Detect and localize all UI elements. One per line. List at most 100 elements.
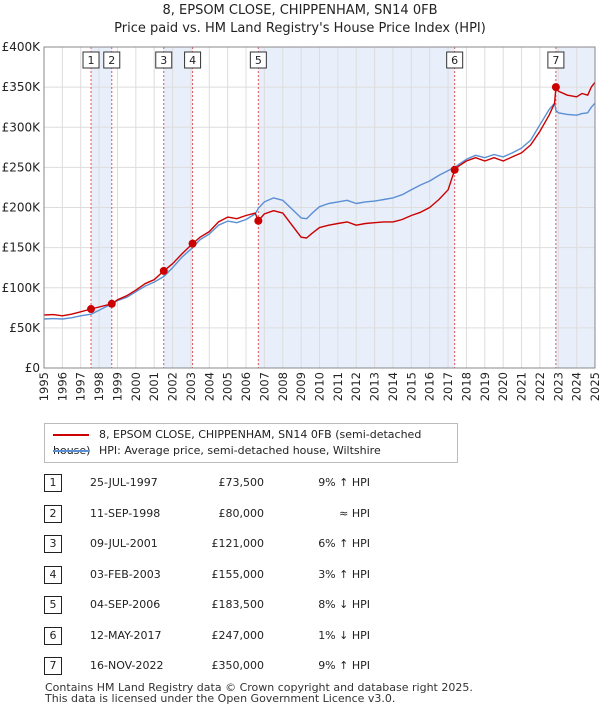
sale-label: 3 [160,54,167,67]
x-tick-label: 2025 [588,372,600,401]
table-row: 6 12-MAY-2017 £247,000 1% ↓ HPI [44,623,464,654]
transaction-number: 3 [44,535,62,553]
transaction-price: £247,000 [211,628,265,642]
transaction-date: 12-MAY-2017 [90,628,162,642]
transaction-number: 7 [44,657,62,675]
chart-legend: 8, EPSOM CLOSE, CHIPPENHAM, SN14 0FB (se… [44,423,458,463]
sale-marker [159,266,168,275]
x-tick-label: 2005 [221,372,235,401]
sale-label-box [249,51,267,69]
y-tick-label: £50K [9,321,41,335]
transaction-hpi: 6% ↑ HPI [318,537,370,550]
transaction-price: £80,000 [218,506,265,520]
transaction-number: 5 [44,596,62,614]
transaction-date: 16-NOV-2022 [90,659,164,672]
x-tick-label: 2020 [496,372,510,401]
footer-line-1: Contains HM Land Registry data © Crown c… [45,681,473,694]
sale-label-box [184,51,202,69]
table-row: 5 04-SEP-2006 £183,500 8% ↓ HPI [44,592,464,623]
transaction-price: £121,000 [211,537,265,550]
sale-marker [107,299,116,308]
transaction-hpi: 9% ↑ HPI [318,476,370,489]
x-tick-label: 2011 [331,372,345,401]
x-tick-label: 2019 [478,372,492,401]
transaction-date: 09-JUL-2001 [90,537,158,550]
sale-label: 5 [255,54,262,67]
x-tick-label: 1996 [55,372,69,401]
sale-label-box [103,51,121,69]
x-tick-label: 1997 [74,372,88,401]
y-tick-label: £350K [2,80,42,94]
legend-item-price-paid: 8, EPSOM CLOSE, CHIPPENHAM, SN14 0FB (se… [53,427,457,457]
x-tick-label: 2000 [129,372,143,401]
y-tick-label: £150K [2,241,42,255]
sale-label: 4 [189,54,196,67]
x-tick-label: 1999 [110,372,124,401]
transaction-hpi: 8% ↓ HPI [318,598,370,611]
transaction-hpi: 9% ↑ HPI [318,659,370,672]
transaction-date: 11-SEP-1998 [90,506,161,520]
transaction-price: £155,000 [211,567,265,581]
legend-swatch-red [53,434,89,436]
x-tick-label: 1998 [92,372,106,401]
hpi-line [43,102,596,320]
table-row: 7 16-NOV-2022 £350,000 9% ↑ HPI [44,653,464,684]
x-tick-label: 2016 [423,372,437,401]
footer-line-2: This data is licensed under the Open Gov… [45,692,396,705]
sale-label: 7 [552,54,559,67]
y-tick-label: £300K [2,120,42,134]
x-tick-label: 2024 [570,372,584,401]
x-tick-label: 2003 [184,372,198,401]
x-tick-label: 2013 [368,372,382,401]
transaction-date: 25-JUL-1997 [90,476,158,489]
sale-label-box [446,51,464,69]
transaction-date: 03-FEB-2003 [90,567,161,581]
sale-marker [450,165,459,174]
x-tick-label: 2002 [166,372,180,401]
x-tick-label: 2010 [313,372,327,401]
x-tick-label: 2017 [441,372,455,401]
sale-marker [551,83,560,92]
price-paid-line [43,81,596,317]
chart-title: 8, EPSOM CLOSE, CHIPPENHAM, SN14 0FB [162,3,438,18]
plot-frame [43,46,596,369]
transaction-hpi: 1% ↓ HPI [318,628,370,642]
y-tick-label: £400K [2,40,42,54]
x-tick-label: 2007 [257,372,271,401]
sale-label-box [155,51,173,69]
table-row: 4 03-FEB-2003 £155,000 3% ↑ HPI [44,562,464,593]
x-tick-label: 2014 [386,372,400,401]
table-row: 2 11-SEP-1998 £80,000 ≈ HPI [44,501,464,532]
sale-marker [87,305,96,314]
legend-swatch-blue [53,450,89,452]
transaction-number: 6 [44,626,62,645]
x-tick-label: 1995 [37,372,51,401]
x-tick-label: 2015 [404,372,418,401]
transaction-price: £73,500 [218,476,265,489]
transaction-price: £350,000 [211,659,265,672]
sale-label: 1 [88,54,95,67]
x-tick-label: 2022 [533,372,547,401]
transaction-number: 2 [44,504,62,523]
table-row: 1 25-JUL-1997 £73,500 9% ↑ HPI [44,470,464,501]
sale-label: 2 [108,54,115,67]
chart-subtitle: Price paid vs. HM Land Registry's House … [114,21,486,36]
transaction-date: 04-SEP-2006 [90,598,161,611]
legend-item-hpi: HPI: Average price, semi-detached house,… [53,443,381,459]
x-tick-label: 2001 [147,372,161,401]
transaction-hpi: ≈ HPI [339,506,370,520]
sale-label-box [547,51,565,69]
y-tick-label: £0 [25,361,40,375]
x-tick-label: 2018 [459,372,473,401]
legend-label-price-paid: 8, EPSOM CLOSE, CHIPPENHAM, SN14 0FB (se… [53,428,422,457]
x-tick-label: 2008 [276,372,290,401]
footer-license: Contains HM Land Registry data © Crown c… [45,682,473,704]
x-tick-label: 2006 [239,372,253,401]
y-tick-label: £100K [2,281,42,295]
sale-marker [188,239,197,248]
transaction-number: 1 [44,474,62,492]
x-tick-label: 2004 [202,372,216,401]
table-row: 3 09-JUL-2001 £121,000 6% ↑ HPI [44,531,464,562]
x-tick-label: 2021 [515,372,529,401]
